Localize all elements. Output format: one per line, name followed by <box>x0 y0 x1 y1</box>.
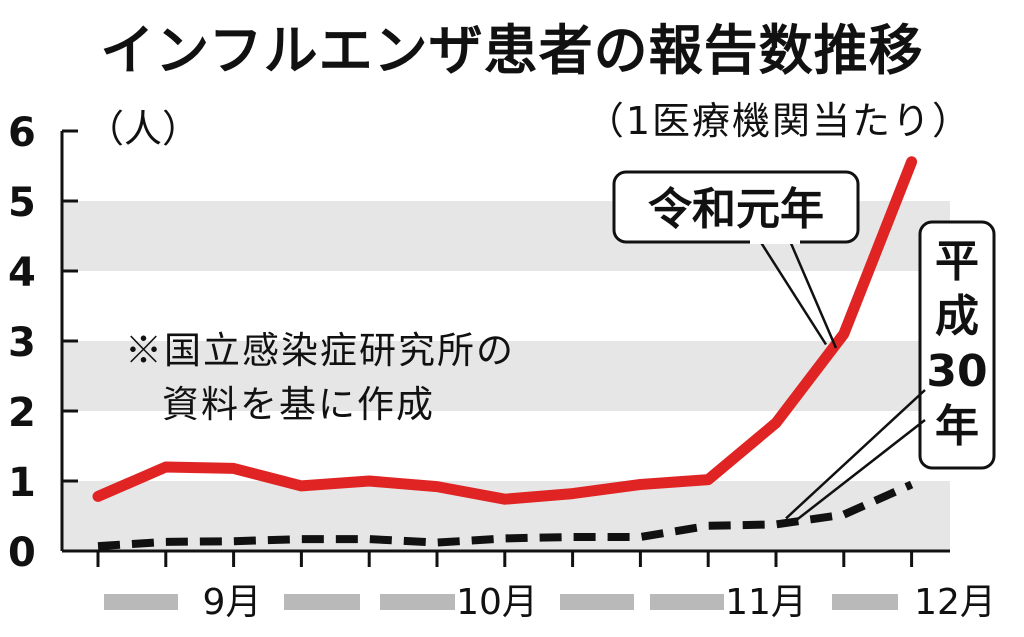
x-month-bar <box>832 594 898 610</box>
x-tick-label: 9月 <box>203 582 262 623</box>
callout-gap-red <box>750 236 800 244</box>
y-tick-label: 6 <box>8 110 36 156</box>
chart-title: インフルエンザ患者の報告数推移 <box>100 19 924 82</box>
callout-box-black <box>918 220 996 470</box>
series-label-black-part: 成 <box>935 291 979 342</box>
x-tick-label: 10月 <box>456 582 538 623</box>
chart-subtitle: （1医療機関当たり） <box>585 99 972 143</box>
y-tick-label: 1 <box>8 460 36 506</box>
series-label-black-part: 30 <box>926 346 987 397</box>
x-month-bar <box>380 594 455 610</box>
x-axis-month-bars: 9月 10月 11月 12月 <box>104 582 996 623</box>
x-month-bar <box>560 594 634 610</box>
series-label-red: 令和元年 <box>648 184 824 235</box>
callout-pointer-red <box>758 240 838 349</box>
source-note-line-2: 資料を基に作成 <box>162 383 435 426</box>
grid-band <box>62 341 950 411</box>
y-tick-label: 2 <box>8 390 36 436</box>
callout-pointer-black <box>785 389 926 522</box>
x-month-bar <box>284 594 360 610</box>
callout-box-red <box>612 170 860 244</box>
x-month-bar <box>104 594 178 610</box>
y-tick-label: 3 <box>8 320 36 366</box>
x-month-bar <box>650 594 724 610</box>
series-label-black-part: 平 <box>935 236 979 287</box>
y-axis-unit: （人） <box>86 107 200 151</box>
y-tick-label: 5 <box>8 180 36 226</box>
source-note-line-1: ※国立感染症研究所の <box>125 329 515 372</box>
y-tick-label: 0 <box>8 530 36 576</box>
series-lines <box>92 156 918 551</box>
x-tick-label: 11月 <box>725 582 807 623</box>
series-label-black-part: 年 <box>935 401 979 452</box>
y-tick-label: 4 <box>8 250 36 296</box>
axes: 0 1 2 3 4 5 6 <box>8 110 950 576</box>
x-tick-label: 12月 <box>914 582 996 623</box>
